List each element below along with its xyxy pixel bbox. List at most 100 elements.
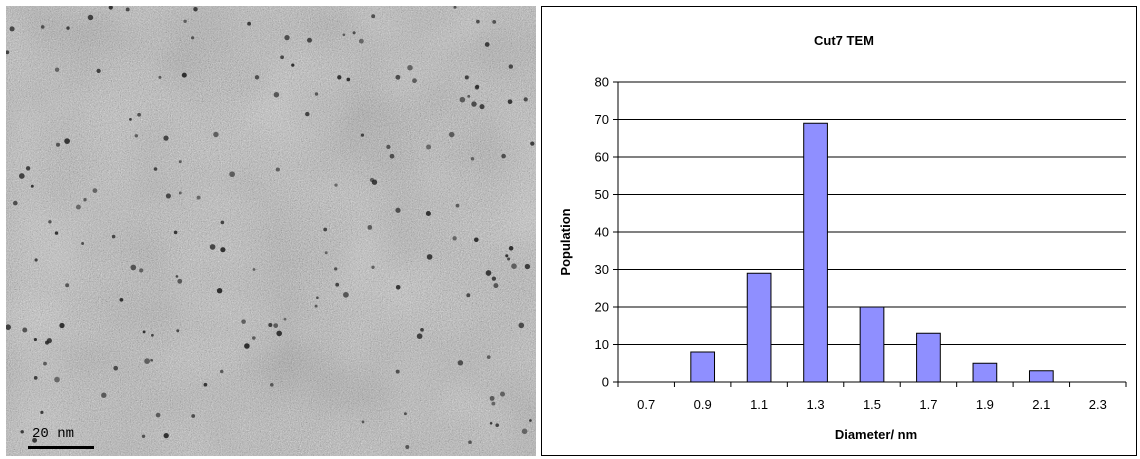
particle-dot [40, 25, 45, 29]
x-axis-title: Diameter/ nm [835, 427, 917, 442]
particle-dot [334, 267, 338, 271]
particle-dot [523, 97, 528, 102]
particle-dot [334, 183, 338, 187]
particle-dot [219, 369, 224, 374]
particle-dot [324, 251, 328, 255]
y-tick-labels: 0 10 20 30 40 50 60 70 80 [595, 75, 609, 390]
bar-1.5 [859, 306, 885, 383]
particle-dot [64, 138, 70, 144]
x-tick-label-0.9: 0.9 [694, 397, 712, 412]
particle-dot [323, 227, 328, 232]
particle-dot [6, 50, 10, 55]
particle-dot [66, 26, 70, 30]
bar-1.7 [916, 332, 941, 383]
particle-dot [343, 291, 349, 298]
particle-dot [500, 391, 505, 397]
particle-dot [307, 37, 312, 43]
particle-dot [181, 72, 187, 78]
particle-dot [492, 19, 497, 24]
particle-dot [395, 369, 400, 374]
particle-dot [466, 293, 471, 298]
particle-dot [9, 26, 15, 32]
particle-dot [191, 414, 196, 418]
tem-micrograph: 20 nm [6, 6, 536, 456]
particle-dot [32, 437, 38, 443]
particle-dot [18, 173, 25, 179]
particle-dot [371, 14, 376, 19]
particle-dot [175, 275, 179, 278]
particle-dot [178, 191, 182, 195]
particle-dot [507, 99, 513, 105]
bar-1.9 [972, 362, 998, 383]
bars [690, 122, 1054, 383]
particle-dot [130, 264, 137, 271]
particle-dot [407, 64, 413, 71]
particle-dot [96, 68, 101, 74]
particle-dot [276, 330, 283, 337]
particle-dot [54, 67, 60, 72]
particle-dot [471, 101, 477, 107]
particle-dot [369, 177, 375, 183]
particle-dot [491, 276, 497, 281]
histogram-chart: Cut7 TEM Population Diameter/ nm 0 10 20 30… [558, 33, 1127, 442]
particle-dot [335, 282, 340, 287]
particle-dot [314, 304, 318, 308]
particle-dot [475, 84, 480, 89]
particle-dot [395, 284, 401, 290]
particle-dot [87, 14, 94, 21]
particle-dot [426, 254, 433, 260]
particle-dot [241, 319, 246, 324]
particle-dot [470, 157, 475, 161]
y-tick-label-20: 20 [595, 300, 609, 315]
particle-dot [203, 382, 208, 387]
y-tick-label-40: 40 [595, 225, 609, 240]
particle-dot [108, 6, 113, 10]
particle-dot [367, 225, 373, 230]
particle-dot [33, 376, 38, 380]
gridlines [618, 81, 1126, 345]
particle-dot [529, 419, 532, 422]
y-tick-label-10: 10 [595, 337, 609, 352]
particle-dot [508, 246, 514, 251]
particle-dot [453, 6, 457, 9]
particle-dot [346, 77, 351, 82]
particle-dot [254, 75, 260, 80]
particle-dot [491, 401, 496, 406]
particle-dot [125, 7, 130, 12]
particle-dot [314, 92, 319, 96]
particle-dot [65, 283, 70, 288]
particle-dot [81, 242, 85, 245]
particle-dot [34, 258, 38, 262]
particle-dot [395, 207, 401, 213]
particle-dot [142, 330, 146, 334]
particle-dot [54, 231, 59, 235]
particle-dot [386, 144, 391, 150]
particle-dot [358, 38, 364, 44]
particle-dot [495, 423, 499, 427]
particle-dot [83, 198, 87, 202]
particle-dot [165, 193, 171, 199]
particle-dot [416, 333, 423, 339]
particle-dot [484, 42, 490, 47]
particle-dot [22, 327, 28, 333]
y-axis-title: Population [558, 208, 573, 275]
x-tick-label-0.7: 0.7 [637, 397, 655, 412]
particle-dot [12, 200, 18, 206]
histogram-panel: Cut7 TEM Population Diameter/ nm 0 10 20 30… [541, 6, 1137, 456]
particle-dot [177, 278, 183, 284]
particle-dot [508, 64, 514, 69]
particle-dot [54, 376, 60, 383]
particle-dot [371, 265, 375, 269]
bar-2.1 [1028, 370, 1054, 383]
particle-dot [213, 131, 219, 138]
particle-dot [489, 421, 493, 425]
particle-dot [176, 329, 180, 333]
particle-dot [474, 237, 479, 243]
x-tick-label-1.7: 1.7 [919, 397, 937, 412]
particle-dot [153, 167, 158, 171]
particle-dot [352, 31, 356, 35]
particle-dot [244, 343, 250, 349]
particle-dot [92, 188, 98, 193]
particle-dot [113, 365, 119, 371]
particle-dot [252, 336, 256, 340]
